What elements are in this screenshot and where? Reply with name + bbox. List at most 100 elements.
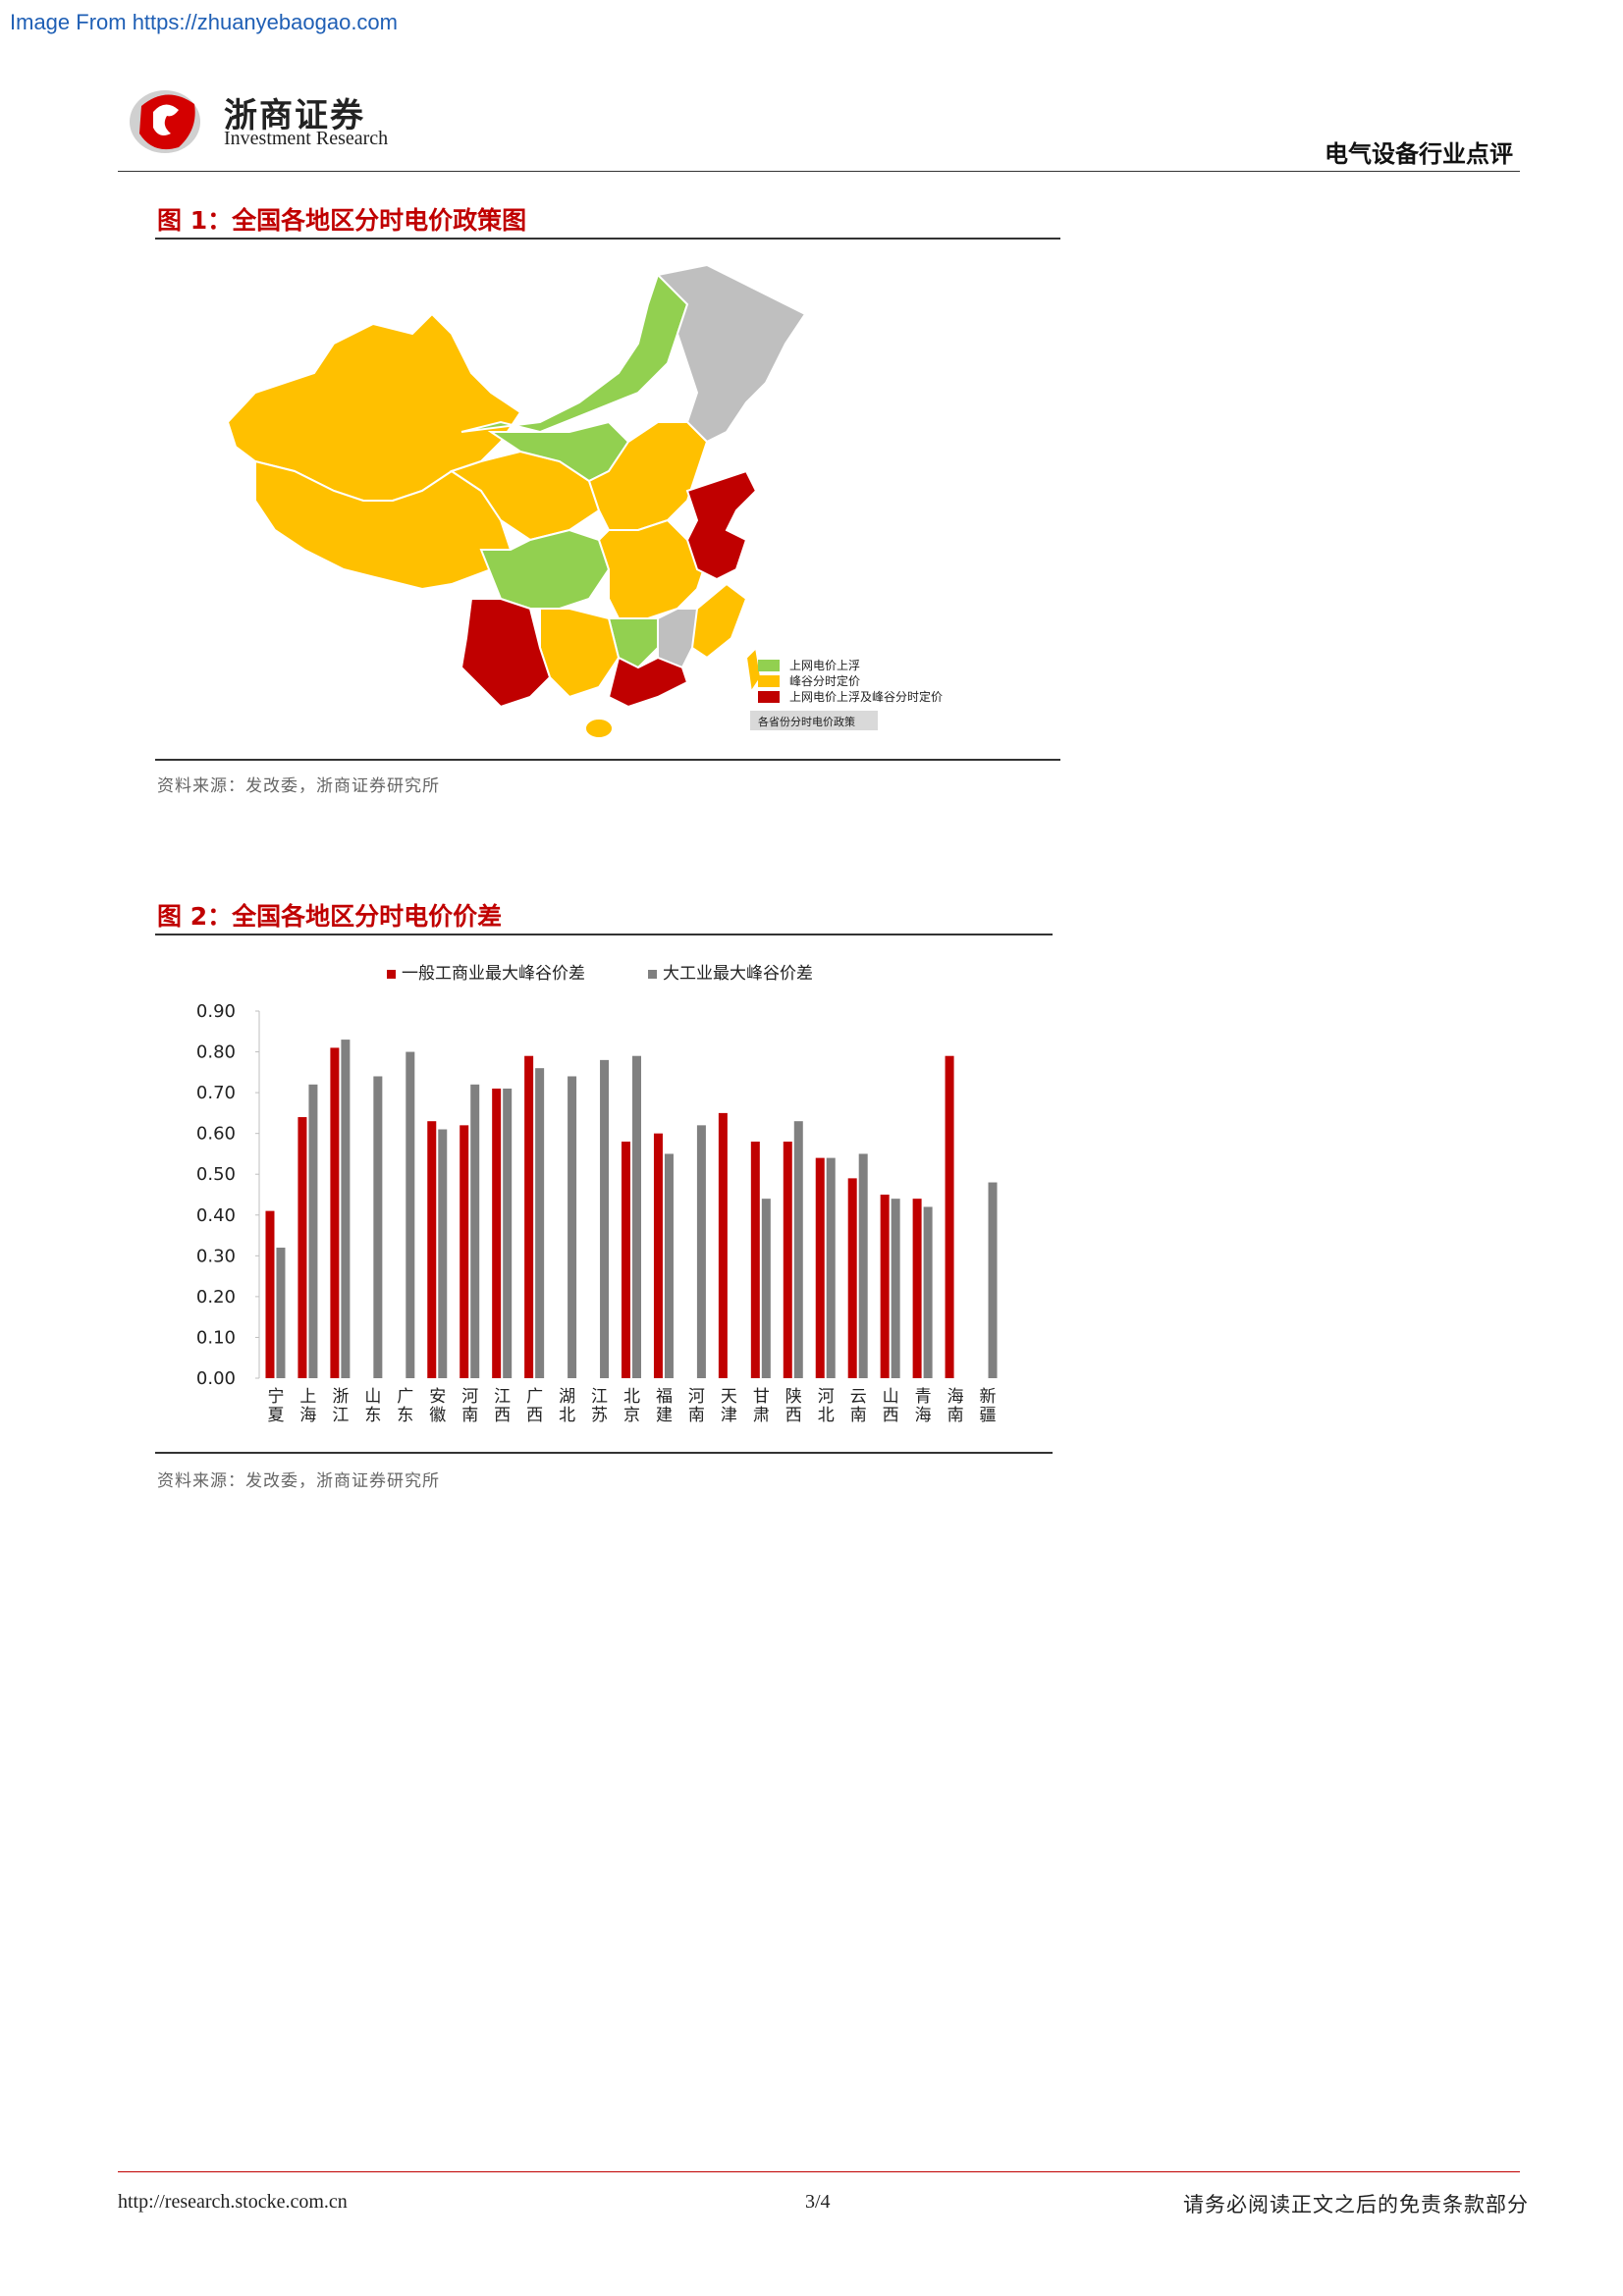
map-legend-caption: 各省份分时电价政策 — [758, 716, 855, 728]
report-category: 电气设备行业点评 — [1325, 140, 1513, 168]
bar-industrial-18 — [858, 1153, 868, 1378]
x-category-label: 天津 — [721, 1387, 737, 1425]
figure2-title: 图 2：全国各地区分时电价价差 — [157, 902, 503, 931]
x-category-label: 广西 — [526, 1387, 543, 1425]
y-tick-label: 0.10 — [196, 1327, 236, 1348]
x-category-label: 山西 — [883, 1387, 899, 1425]
y-tick-label: 0.20 — [196, 1287, 236, 1308]
x-category-label: 安徽 — [429, 1387, 446, 1425]
map-legend-label-1: 上网电价上浮 — [789, 659, 861, 672]
bar-industrial-6 — [470, 1084, 480, 1378]
y-tick-label: 0.30 — [196, 1246, 236, 1266]
legend-swatch-commercial — [387, 970, 396, 979]
x-category-label: 宁夏 — [267, 1387, 284, 1425]
region-hainan — [584, 718, 614, 739]
bar-industrial-11 — [632, 1055, 641, 1378]
x-category-label: 湖北 — [559, 1387, 575, 1425]
price-spread-bar-chart: 一般工商业最大峰谷价差 大工业最大峰谷价差 0.90 0.80 0.70 0.60 0.… — [196, 964, 998, 1425]
bar-industrial-19 — [891, 1199, 900, 1378]
x-category-label: 江西 — [494, 1387, 511, 1425]
y-tick-label: 0.50 — [196, 1164, 236, 1185]
x-category-label: 福建 — [656, 1387, 673, 1425]
x-category-label: 北京 — [623, 1387, 640, 1425]
header-divider — [118, 171, 1520, 172]
x-category-label: 河北 — [818, 1387, 835, 1425]
bar-commercial-7 — [492, 1088, 502, 1378]
logo-chinese-text: 浙商证券 — [224, 96, 365, 135]
legend-label-industrial: 大工业最大峰谷价差 — [663, 964, 813, 984]
bar-commercial-17 — [815, 1157, 825, 1378]
x-category-label: 云南 — [850, 1387, 867, 1425]
x-category-label: 广东 — [397, 1387, 413, 1425]
y-tick-label: 0.90 — [196, 1001, 236, 1022]
x-category-label: 河南 — [461, 1387, 478, 1425]
x-category-label: 新疆 — [980, 1387, 997, 1425]
region-northeast — [655, 263, 807, 444]
bar-industrial-17 — [826, 1157, 836, 1378]
footer-url[interactable]: http://research.stocke.com.cn — [118, 2191, 348, 2213]
region-jiangxi — [657, 608, 698, 669]
bar-commercial-2 — [330, 1047, 340, 1378]
bar-industrial-13 — [696, 1125, 706, 1378]
bar-commercial-16 — [783, 1141, 792, 1378]
bar-commercial-14 — [718, 1112, 728, 1378]
bar-industrial-3 — [373, 1076, 383, 1378]
x-category-label: 山东 — [364, 1387, 381, 1425]
footer-divider — [118, 2171, 1520, 2172]
figure2-bottom-rule — [155, 1452, 1053, 1454]
bar-industrial-22 — [988, 1182, 998, 1378]
logo-icon — [130, 90, 200, 153]
bar-industrial-1 — [308, 1084, 318, 1378]
bar-industrial-16 — [793, 1121, 803, 1378]
figure1-top-rule — [155, 238, 1060, 240]
figure1-bottom-rule — [155, 759, 1060, 761]
y-tick-label: 0.00 — [196, 1368, 236, 1389]
region-guangdong — [607, 656, 689, 709]
bar-industrial-4 — [406, 1051, 415, 1378]
x-category-label: 上海 — [299, 1387, 316, 1425]
bar-industrial-0 — [276, 1248, 286, 1378]
legend-swatch-green — [758, 660, 780, 671]
bar-industrial-12 — [664, 1153, 674, 1378]
bar-commercial-8 — [524, 1055, 534, 1378]
x-category-label: 海南 — [947, 1387, 964, 1425]
bar-industrial-8 — [535, 1068, 545, 1378]
bar-commercial-15 — [750, 1141, 760, 1378]
x-category-label: 河南 — [688, 1387, 705, 1425]
bar-commercial-18 — [847, 1178, 857, 1378]
y-tick-label: 0.60 — [196, 1124, 236, 1145]
bar-industrial-7 — [503, 1088, 513, 1378]
figure1-source: 资料来源：发改委，浙商证券研究所 — [157, 776, 440, 796]
logo-english-text: Investment Research — [224, 128, 389, 149]
bar-commercial-6 — [460, 1125, 469, 1378]
footer-disclaimer: 请务必阅读正文之后的免责条款部分 — [1183, 2193, 1529, 2216]
watermark-link[interactable]: Image From https://zhuanyebaogao.com — [10, 10, 398, 34]
region-fujian — [690, 582, 748, 660]
legend-swatch-orange — [758, 675, 780, 687]
y-tick-label: 0.80 — [196, 1042, 236, 1063]
region-east-coast — [685, 469, 758, 581]
bar-commercial-12 — [653, 1133, 663, 1378]
bar-industrial-5 — [438, 1129, 448, 1378]
bar-industrial-9 — [568, 1076, 577, 1378]
china-policy-map — [226, 263, 878, 739]
bar-commercial-5 — [427, 1121, 437, 1378]
region-guizhou-guangxi — [539, 608, 621, 699]
region-central — [597, 518, 709, 619]
figure2-top-rule — [155, 934, 1053, 935]
region-yunnan — [460, 598, 552, 709]
legend-swatch-industrial — [648, 970, 657, 979]
figure2-source: 资料来源：发改委，浙商证券研究所 — [157, 1471, 440, 1491]
bar-commercial-19 — [880, 1195, 890, 1378]
bar-commercial-1 — [298, 1117, 307, 1378]
x-category-label: 浙江 — [332, 1387, 349, 1425]
x-category-label: 青海 — [915, 1387, 932, 1425]
legend-label-commercial: 一般工商业最大峰谷价差 — [402, 964, 585, 984]
bar-commercial-0 — [265, 1210, 275, 1378]
bar-commercial-11 — [622, 1141, 630, 1378]
page-number: 3/4 — [805, 2191, 831, 2213]
bar-industrial-15 — [761, 1199, 771, 1378]
bar-commercial-21 — [945, 1055, 954, 1378]
legend-swatch-red — [758, 691, 780, 703]
y-tick-label: 0.40 — [196, 1205, 236, 1226]
